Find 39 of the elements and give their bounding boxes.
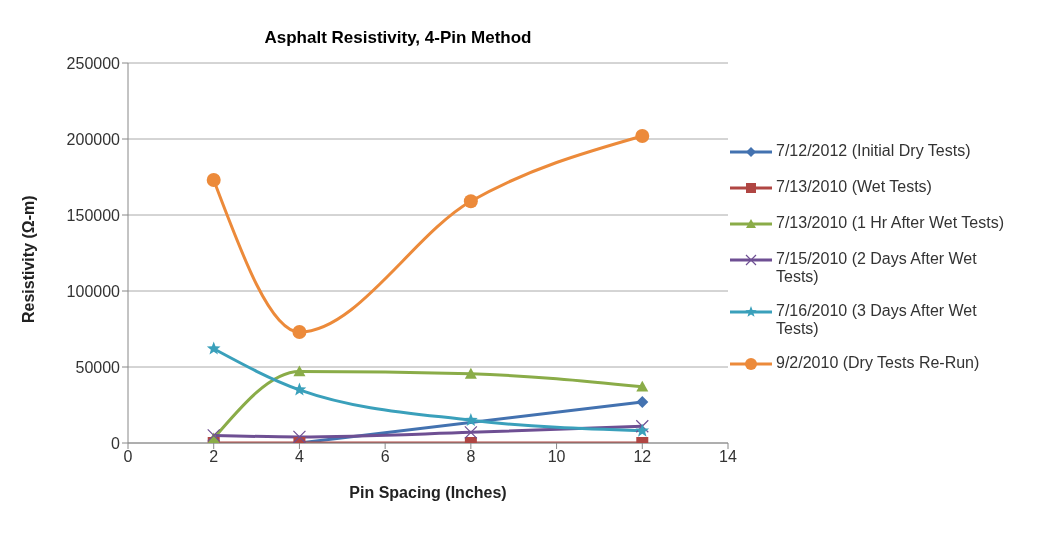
legend-label: 7/16/2010 (3 Days After Wet Tests)	[776, 301, 978, 338]
x-tick-label: 4	[294, 448, 304, 466]
legend-label: 7/13/2010 (Wet Tests)	[776, 177, 932, 196]
point	[206, 341, 221, 355]
x-tick-label: 6	[380, 448, 390, 466]
legend-label: 7/12/2012 (Initial Dry Tests)	[776, 141, 971, 160]
point	[464, 367, 477, 379]
point	[635, 128, 650, 143]
legend-label: 7/15/2010 (2 Days After Wet Tests)	[776, 249, 978, 286]
point	[464, 413, 478, 427]
x-tick-label: 14	[719, 448, 737, 466]
y-tick-label: 200000	[66, 130, 121, 148]
y-tick-label: 50000	[75, 358, 121, 376]
point	[635, 423, 650, 437]
x-tick-label: 10	[547, 448, 566, 466]
point	[292, 430, 307, 443]
x-tick-label: 12	[633, 448, 652, 466]
y-tick-label: 250000	[66, 54, 121, 72]
x-tick-label: 8	[466, 448, 476, 466]
y-tick-label: 0	[111, 434, 121, 452]
point	[463, 194, 478, 209]
point	[293, 365, 306, 377]
y-tick-label: 100000	[66, 282, 121, 300]
x-axis-title: Pin Spacing (Inches)	[349, 484, 507, 501]
point	[292, 325, 307, 340]
y-axis-title: Resistivity (Ω-m)	[19, 195, 37, 323]
point	[292, 382, 307, 396]
legend-label: 7/13/2010 (1 Hr After Wet Tests)	[776, 213, 1004, 232]
legend-label: 9/2/2010 (Dry Tests Re-Run)	[776, 353, 980, 372]
x-tick-label: 2	[209, 448, 219, 466]
point	[207, 428, 221, 442]
x-tick-label: 0	[123, 448, 133, 466]
point	[635, 419, 649, 433]
chart-title: Asphalt Resistivity, 4-Pin Method	[263, 28, 533, 48]
point	[636, 395, 649, 408]
point	[464, 425, 478, 439]
point	[206, 173, 221, 188]
y-tick-label: 150000	[66, 206, 121, 224]
point	[636, 380, 649, 392]
